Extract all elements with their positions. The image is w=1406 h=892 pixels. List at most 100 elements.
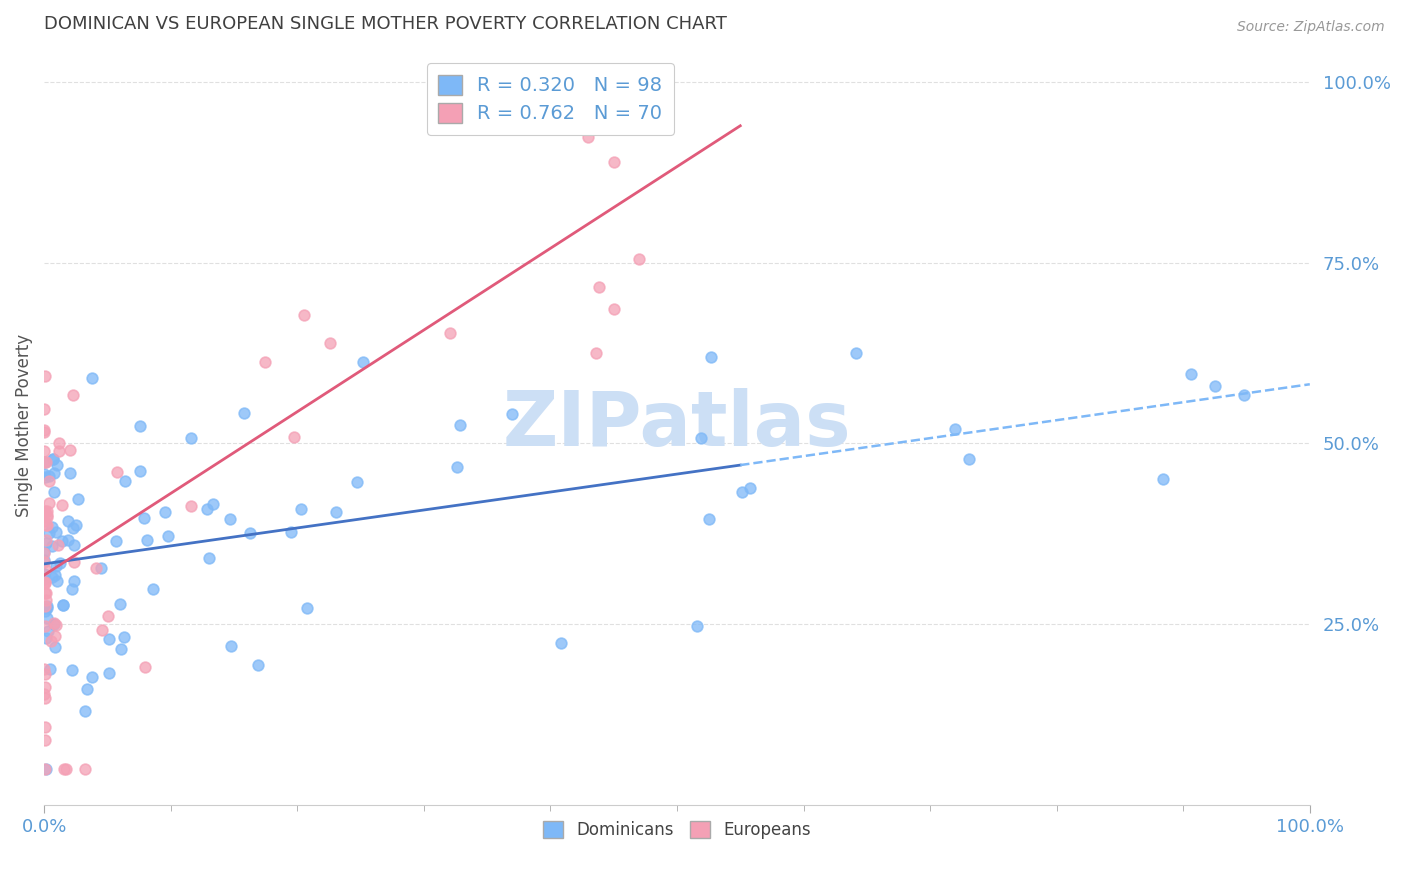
Point — [59, 466, 82, 480]
Point — [283, 430, 305, 444]
Point — [1152, 472, 1174, 486]
Point — [34, 604, 56, 618]
Point — [112, 630, 135, 644]
Point — [132, 511, 155, 525]
Point — [38, 662, 60, 676]
Point — [1233, 388, 1256, 402]
Point — [156, 529, 179, 543]
Point — [46, 458, 69, 472]
Point — [34, 425, 56, 440]
Point — [56, 533, 79, 547]
Point — [34, 762, 56, 776]
Point — [603, 154, 626, 169]
Point — [34, 369, 56, 384]
Point — [41, 539, 63, 553]
Point — [218, 512, 240, 526]
Point — [1204, 379, 1226, 393]
Point — [34, 632, 56, 646]
Point — [603, 106, 626, 120]
Point — [153, 505, 176, 519]
Point — [49, 556, 72, 570]
Point — [108, 597, 131, 611]
Legend: Dominicans, Europeans: Dominicans, Europeans — [536, 814, 818, 846]
Point — [114, 474, 136, 488]
Point — [34, 562, 56, 576]
Point — [568, 75, 591, 89]
Point — [550, 636, 572, 650]
Point — [325, 505, 347, 519]
Point — [37, 601, 59, 615]
Point — [32, 545, 55, 559]
Point — [63, 538, 86, 552]
Point — [576, 129, 599, 144]
Point — [195, 502, 218, 516]
Point — [38, 468, 60, 483]
Point — [34, 575, 56, 590]
Point — [110, 642, 132, 657]
Point — [295, 600, 318, 615]
Point — [52, 599, 75, 613]
Point — [45, 524, 67, 539]
Point — [34, 517, 56, 532]
Point — [44, 568, 66, 582]
Point — [738, 482, 761, 496]
Point — [75, 705, 97, 719]
Point — [76, 682, 98, 697]
Point — [292, 308, 315, 322]
Point — [239, 525, 262, 540]
Text: ZIPatlas: ZIPatlas — [503, 388, 851, 462]
Point — [46, 538, 69, 552]
Point — [84, 560, 107, 574]
Point — [449, 418, 471, 433]
Point — [233, 406, 256, 420]
Point — [446, 460, 468, 475]
Point — [686, 618, 709, 632]
Point — [845, 346, 868, 360]
Point — [34, 762, 56, 776]
Y-axis label: Single Mother Poverty: Single Mother Poverty — [15, 334, 32, 516]
Point — [32, 402, 55, 417]
Point — [63, 555, 86, 569]
Point — [35, 518, 58, 533]
Point — [32, 566, 55, 581]
Point — [34, 691, 56, 706]
Point — [35, 593, 58, 607]
Point — [52, 598, 75, 612]
Point — [221, 639, 243, 653]
Point — [32, 567, 55, 582]
Point — [48, 435, 70, 450]
Point — [62, 388, 84, 402]
Point — [63, 574, 86, 588]
Point — [59, 442, 82, 457]
Point — [280, 524, 302, 539]
Point — [603, 301, 626, 316]
Point — [35, 533, 58, 548]
Point — [319, 336, 342, 351]
Point — [32, 575, 55, 590]
Point — [35, 508, 58, 522]
Point — [35, 599, 58, 613]
Point — [45, 618, 67, 632]
Point — [32, 467, 55, 481]
Point — [80, 371, 103, 385]
Point — [697, 512, 720, 526]
Point — [198, 551, 221, 566]
Point — [44, 640, 66, 654]
Point — [97, 609, 120, 624]
Point — [246, 658, 269, 673]
Point — [38, 474, 60, 488]
Point — [60, 663, 83, 677]
Point — [52, 762, 75, 776]
Point — [37, 624, 59, 639]
Point — [90, 560, 112, 574]
Point — [62, 521, 84, 535]
Point — [34, 680, 56, 694]
Point — [439, 326, 461, 341]
Point — [35, 536, 58, 550]
Point — [80, 670, 103, 684]
Point — [957, 451, 980, 466]
Text: DOMINICAN VS EUROPEAN SINGLE MOTHER POVERTY CORRELATION CHART: DOMINICAN VS EUROPEAN SINGLE MOTHER POVE… — [44, 15, 727, 33]
Point — [588, 280, 610, 294]
Point — [45, 574, 67, 589]
Point — [346, 475, 368, 489]
